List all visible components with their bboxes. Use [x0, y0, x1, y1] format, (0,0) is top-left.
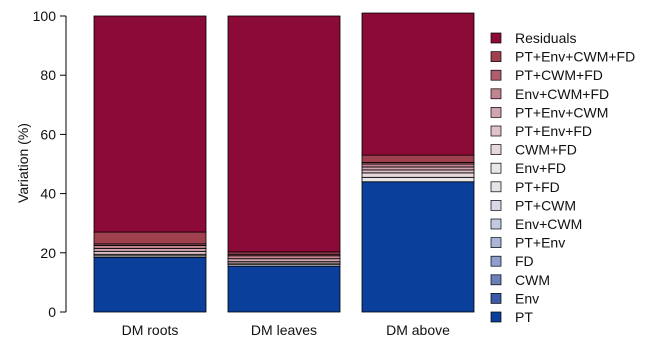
bar-segment	[93, 247, 207, 252]
legend-item: Env	[490, 290, 539, 306]
legend-label: PT	[515, 309, 533, 325]
legend-item: Env+CWM	[490, 216, 582, 232]
legend-swatch	[490, 255, 502, 267]
bar-group	[361, 12, 475, 313]
legend-swatch	[490, 144, 502, 155]
legend-label: Env+CWM+FD	[515, 86, 609, 102]
y-tick-label: 20	[40, 245, 56, 261]
legend-label: PT+CWM+FD	[515, 67, 603, 83]
legend-swatch	[490, 200, 502, 211]
legend-item: PT+Env+CWM	[490, 104, 608, 120]
legend: Residuals PT+Env+CWM+FD PT+CWM+FD Env+CWM+F…	[490, 30, 635, 325]
legend-item: Residuals	[490, 30, 576, 46]
plot-area	[93, 12, 475, 313]
bar-segment	[227, 15, 341, 253]
legend-swatch	[490, 162, 502, 174]
legend-item: PT+Env+CWM+FD	[490, 49, 635, 65]
legend-swatch	[490, 311, 502, 323]
x-axis: DM roots DM leaves DM above	[122, 322, 451, 338]
legend-label: PT+Env+FD	[515, 123, 592, 139]
bar-segment	[93, 231, 207, 245]
legend-item: Env+CWM+FD	[490, 86, 609, 102]
y-axis-title: Variation (%)	[15, 123, 31, 203]
legend-label: PT+Env	[515, 235, 565, 251]
y-tick-label: 80	[40, 67, 56, 83]
legend-swatch	[490, 125, 502, 137]
bar-segment	[227, 265, 341, 313]
bar-segment	[361, 181, 475, 313]
legend-label: PT+Env+CWM	[515, 104, 608, 120]
y-tick-label: 40	[40, 186, 56, 202]
legend-item: PT	[490, 309, 533, 325]
bar-segment	[93, 244, 207, 249]
bar-segment	[361, 166, 475, 171]
legend-label: CWM	[515, 272, 550, 288]
bar-group	[93, 15, 207, 313]
x-tick-label: DM leaves	[251, 322, 317, 338]
legend-swatch	[490, 51, 502, 62]
legend-item: PT+CWM+FD	[490, 67, 603, 83]
legend-label: PT+FD	[515, 179, 560, 195]
x-tick-label: DM roots	[122, 322, 179, 338]
bar-segment	[361, 176, 475, 183]
y-axis: 0 20 40 60 80 100	[33, 8, 67, 320]
legend-swatch	[490, 69, 502, 81]
legend-item: Env+FD	[490, 160, 566, 176]
legend-swatch	[490, 218, 502, 230]
bar-segment	[227, 258, 341, 263]
bar-segment	[361, 163, 475, 168]
legend-swatch	[490, 181, 502, 193]
legend-item: FD	[490, 253, 534, 269]
legend-item: PT+Env	[490, 235, 565, 251]
legend-label: Residuals	[515, 30, 576, 46]
legend-label: PT+CWM	[515, 197, 576, 213]
legend-label: CWM+FD	[515, 142, 577, 158]
legend-label: Env+CWM	[515, 216, 582, 232]
bar-segment	[361, 12, 475, 156]
legend-item: CWM+FD	[490, 142, 577, 158]
bar-segment	[93, 15, 207, 233]
legend-swatch	[490, 88, 502, 100]
legend-swatch	[490, 274, 502, 286]
bar-segment	[93, 256, 207, 313]
legend-item: CWM	[490, 272, 550, 288]
legend-label: PT+Env+CWM+FD	[515, 49, 635, 65]
bar-segment	[227, 255, 341, 260]
legend-swatch	[490, 32, 502, 44]
bar-segment	[361, 154, 475, 163]
legend-swatch	[490, 237, 502, 248]
y-tick-label: 100	[33, 8, 57, 24]
legend-label: FD	[515, 253, 534, 269]
legend-label: Env+FD	[515, 160, 566, 176]
legend-swatch	[490, 107, 502, 118]
bar-segment	[361, 172, 475, 178]
bar-segment	[361, 169, 475, 174]
legend-swatch	[490, 293, 502, 304]
legend-item: PT+Env+FD	[490, 123, 592, 139]
y-tick-label: 0	[48, 304, 56, 320]
x-tick-label: DM above	[386, 322, 450, 338]
bar-group	[227, 15, 341, 313]
legend-item: PT+FD	[490, 179, 560, 195]
legend-label: Env	[515, 290, 539, 306]
y-tick-label: 60	[40, 126, 56, 142]
legend-item: PT+CWM	[490, 197, 576, 213]
bar-segment	[93, 250, 207, 255]
